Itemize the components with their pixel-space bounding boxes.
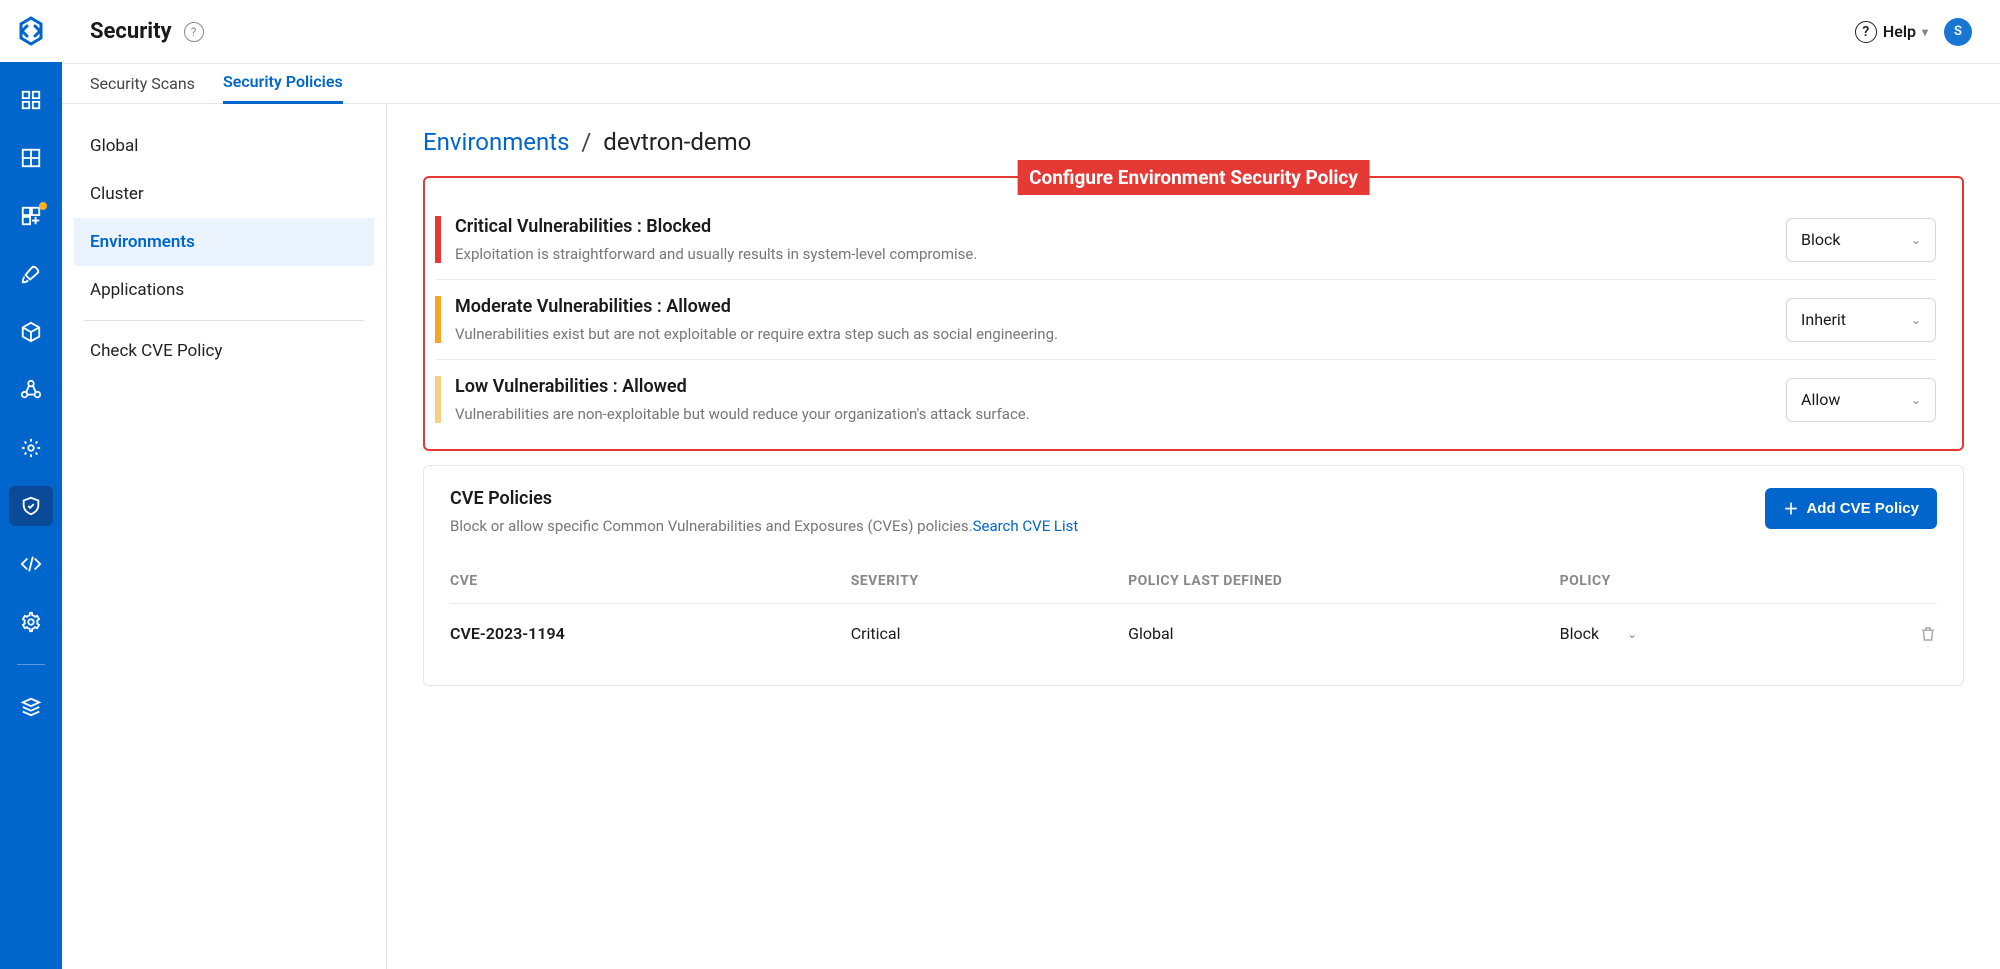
vuln-desc: Vulnerabilities exist but are not exploi… (455, 325, 1786, 343)
content-area: Environments / devtron-demo Configure En… (387, 104, 2000, 969)
app-logo[interactable] (0, 0, 62, 62)
search-cve-link[interactable]: Search CVE List (973, 517, 1079, 535)
nav-grid-icon[interactable] (9, 138, 53, 178)
vuln-action-select-low[interactable]: Allow ⌄ (1786, 378, 1936, 422)
breadcrumb: Environments / devtron-demo (423, 128, 1964, 156)
nav-settings-icon[interactable] (9, 602, 53, 642)
help-label: Help (1883, 22, 1916, 41)
plus-icon: ＋ (1783, 498, 1798, 519)
nav-rocket-icon[interactable] (9, 254, 53, 294)
sidenav-item-global[interactable]: Global (74, 122, 374, 170)
sidenav-item-environments[interactable]: Environments (74, 218, 374, 266)
title-help-icon[interactable]: ? (184, 22, 204, 42)
vuln-row-critical: Critical Vulnerabilities : Blocked Explo… (435, 200, 1936, 280)
tab-security-policies[interactable]: Security Policies (223, 72, 343, 104)
content-tabs: Security Scans Security Policies (62, 64, 2000, 104)
nav-stack-icon[interactable] (9, 687, 53, 727)
vuln-row-moderate: Moderate Vulnerabilities : Allowed Vulne… (435, 280, 1936, 360)
cve-table: CVE SEVERITY POLICY LAST DEFINED POLICY … (450, 559, 1937, 663)
chevron-down-icon: ⌄ (1911, 233, 1921, 247)
vuln-row-low: Low Vulnerabilities : Allowed Vulnerabil… (435, 360, 1936, 439)
sidenav-item-cluster[interactable]: Cluster (74, 170, 374, 218)
breadcrumb-current: devtron-demo (603, 128, 751, 156)
vuln-desc: Vulnerabilities are non-exploitable but … (455, 405, 1786, 423)
help-button[interactable]: ? Help ▾ (1855, 21, 1928, 43)
vuln-title: Critical Vulnerabilities : Blocked (455, 216, 1786, 237)
chevron-down-icon: ▾ (1922, 25, 1928, 39)
cve-section-title: CVE Policies (450, 488, 1078, 509)
severity-bar-moderate (435, 296, 441, 343)
nav-code-icon[interactable] (9, 544, 53, 584)
nav-plugins-icon[interactable] (9, 196, 53, 236)
annotation-label: Configure Environment Security Policy (1017, 160, 1370, 195)
sidenav-item-applications[interactable]: Applications (74, 266, 374, 314)
vuln-title: Low Vulnerabilities : Allowed (455, 376, 1786, 397)
cve-policy-card: CVE Policies Block or allow specific Com… (423, 465, 1964, 686)
sidenav-item-check-cve[interactable]: Check CVE Policy (74, 327, 374, 375)
chevron-down-icon: ⌄ (1911, 313, 1921, 327)
cell-cve: CVE-2023-1194 (450, 624, 851, 643)
breadcrumb-parent[interactable]: Environments (423, 128, 569, 156)
user-avatar[interactable]: S (1944, 18, 1972, 46)
severity-bar-low (435, 376, 441, 423)
cve-section-desc: Block or allow specific Common Vulnerabi… (450, 517, 973, 535)
vuln-action-select-moderate[interactable]: Inherit ⌄ (1786, 298, 1936, 342)
cell-defined: Global (1128, 624, 1560, 643)
nav-gear-icon[interactable] (9, 428, 53, 468)
vuln-action-select-critical[interactable]: Block ⌄ (1786, 218, 1936, 262)
chevron-down-icon: ⌄ (1911, 393, 1921, 407)
nav-cube-icon[interactable] (9, 312, 53, 352)
vuln-title: Moderate Vulnerabilities : Allowed (455, 296, 1786, 317)
page-title: Security (90, 19, 172, 44)
nav-cluster-icon[interactable] (9, 370, 53, 410)
vuln-policy-card: Configure Environment Security Policy Cr… (423, 176, 1964, 451)
col-defined: POLICY LAST DEFINED (1128, 573, 1560, 589)
tab-security-scans[interactable]: Security Scans (90, 74, 195, 103)
cell-policy[interactable]: Block ⌄ (1560, 624, 1837, 643)
vuln-desc: Exploitation is straightforward and usua… (455, 245, 1786, 263)
nav-apps-icon[interactable] (9, 80, 53, 120)
cell-severity: Critical (851, 624, 1128, 643)
icon-rail (0, 0, 62, 969)
severity-bar-critical (435, 216, 441, 263)
nav-security-icon[interactable] (9, 486, 53, 526)
top-bar: Security ? ? Help ▾ S (62, 0, 2000, 64)
add-cve-policy-button[interactable]: ＋ Add CVE Policy (1765, 488, 1937, 529)
delete-icon[interactable] (1919, 625, 1937, 643)
col-cve: CVE (450, 573, 851, 589)
cve-table-row: CVE-2023-1194 Critical Global Block ⌄ (450, 604, 1937, 663)
chevron-down-icon: ⌄ (1627, 627, 1637, 641)
policy-scope-sidenav: Global Cluster Environments Applications… (62, 104, 387, 969)
col-policy: POLICY (1560, 573, 1837, 589)
col-severity: SEVERITY (851, 573, 1128, 589)
